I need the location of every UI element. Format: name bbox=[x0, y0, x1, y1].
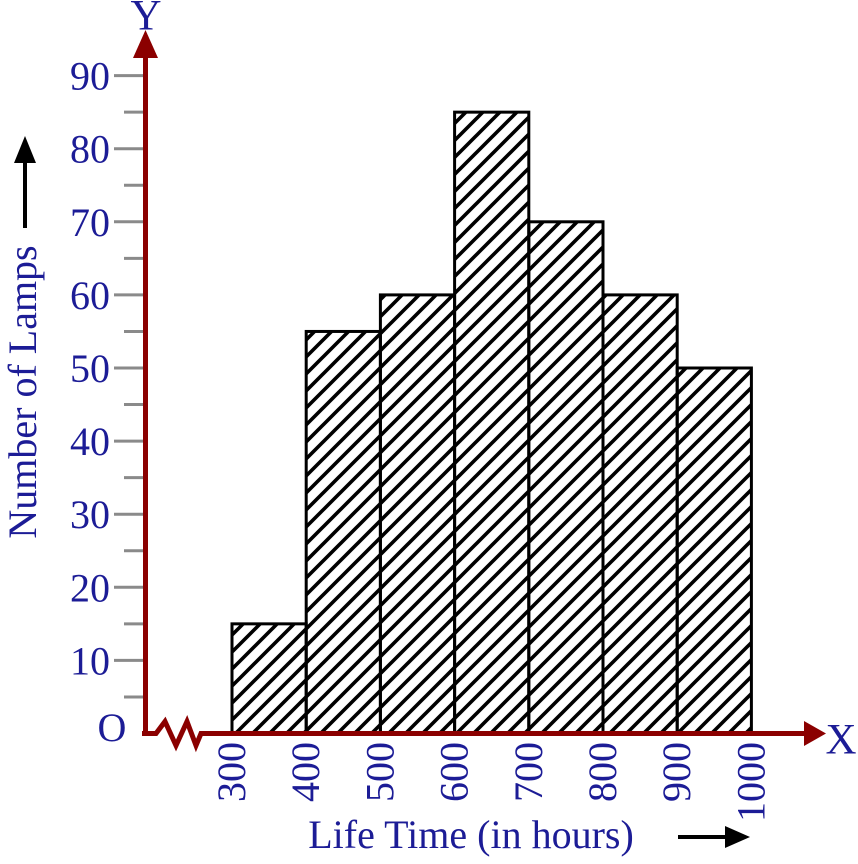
x-axis-letter: X bbox=[825, 716, 857, 764]
origin-label: O bbox=[97, 705, 127, 750]
y-tick-label: 90 bbox=[70, 54, 110, 99]
histogram-bar bbox=[527, 220, 605, 736]
histogram-bar bbox=[601, 293, 679, 735]
histogram-bar bbox=[304, 329, 382, 735]
x-axis-arrowhead bbox=[804, 721, 826, 746]
y-title-up-arrow-icon bbox=[14, 136, 36, 163]
histogram-bar bbox=[453, 110, 531, 735]
y-tick-label: 70 bbox=[70, 200, 110, 245]
y-tick-label: 50 bbox=[70, 346, 110, 391]
y-tick-label: 80 bbox=[70, 127, 110, 172]
x-axis-title: Life Time (in hours) bbox=[308, 812, 634, 857]
x-tick-label: 800 bbox=[580, 742, 625, 802]
x-title-right-arrow-icon bbox=[725, 826, 750, 848]
y-tick-label: 40 bbox=[70, 419, 110, 464]
y-axis-arrowhead bbox=[133, 30, 158, 58]
x-tick-label: 500 bbox=[357, 742, 402, 802]
x-tick-label: 600 bbox=[432, 742, 477, 802]
y-tick-label: 60 bbox=[70, 273, 110, 318]
histogram-bar bbox=[230, 622, 308, 735]
y-tick-label: 30 bbox=[70, 492, 110, 537]
x-tick-label: 300 bbox=[209, 742, 254, 802]
x-tick-label: 1000 bbox=[728, 742, 773, 822]
x-axis-line bbox=[142, 714, 804, 753]
histogram-bar bbox=[378, 293, 457, 735]
x-tick-label: 900 bbox=[654, 742, 699, 802]
x-tick-label: 700 bbox=[506, 742, 551, 802]
y-tick-label: 20 bbox=[70, 565, 110, 610]
histogram-bar bbox=[675, 366, 753, 735]
x-tick-label: 400 bbox=[283, 742, 328, 802]
y-axis-letter: Y bbox=[130, 0, 162, 40]
y-tick-label: 10 bbox=[70, 638, 110, 683]
y-axis-title: Number of Lamps bbox=[0, 245, 45, 539]
